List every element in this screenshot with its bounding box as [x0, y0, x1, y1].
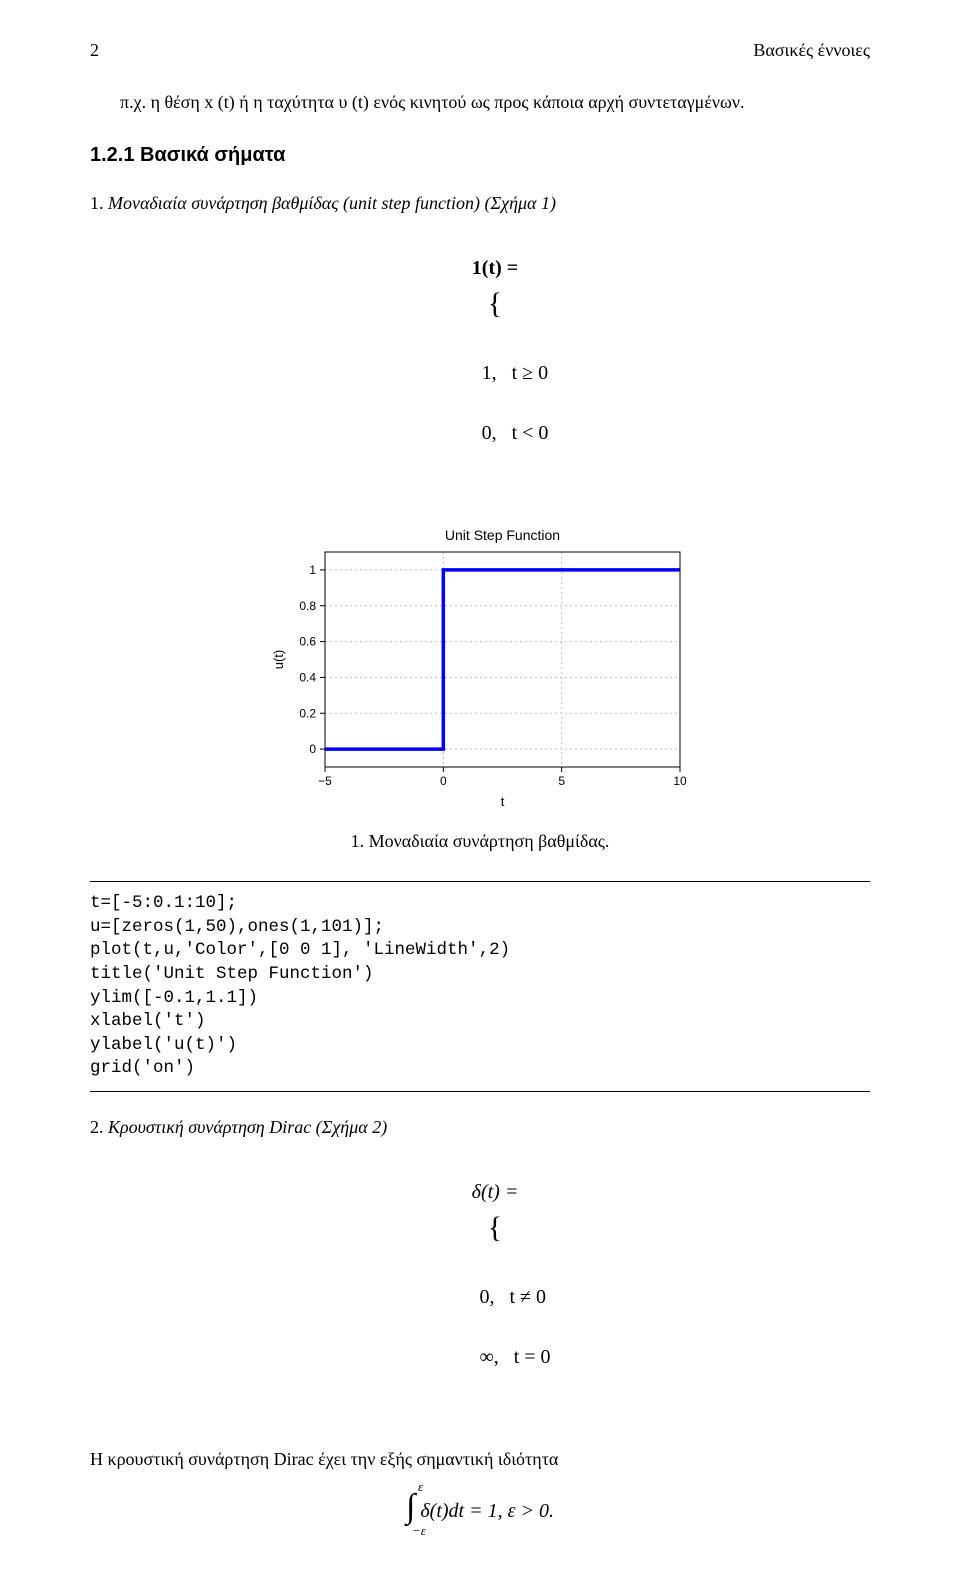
matlab-code: t=[-5:0.1:10]; u=[zeros(1,50),ones(1,101… [90, 892, 870, 1081]
svg-text:0: 0 [309, 742, 316, 756]
section-heading: 1.2.1 Βασικά σήματα [90, 140, 870, 170]
code-rule-top [90, 881, 870, 882]
paragraph-intro: π.χ. η θέση x (t) ή η ταχύτητα υ (t) ενό… [90, 89, 870, 116]
dirac-property-text: Η κρουστική συνάρτηση Dirac έχει την εξή… [90, 1446, 870, 1473]
page-number: 2 [90, 40, 99, 61]
item2-lead: 2. Κρουστική συνάρτηση Dirac (Σχήμα 2) [90, 1114, 870, 1141]
code-rule-bottom [90, 1091, 870, 1092]
figure1-caption: 1. Μοναδιαία συνάρτηση βαθμίδας. [90, 828, 870, 855]
svg-text:0.4: 0.4 [299, 670, 316, 684]
equation-step: 1(t) = { 1, t ≥ 0 0, t < 0 [90, 223, 870, 508]
equation-dirac: δ(t) = { 0, t ≠ 0 ∞, t = 0 [90, 1147, 870, 1432]
svg-text:−5: −5 [318, 774, 332, 788]
item1-lead: 1. Μοναδιαία συνάρτηση βαθμίδας (unit st… [90, 190, 870, 217]
svg-text:u(t): u(t) [271, 650, 286, 670]
svg-text:5: 5 [558, 774, 565, 788]
svg-text:0.6: 0.6 [299, 635, 316, 649]
svg-text:0: 0 [440, 774, 447, 788]
svg-text:1: 1 [309, 563, 316, 577]
svg-text:10: 10 [673, 774, 687, 788]
dirac-integral: ε ∫ −ε δ(t)dt = 1, ε > 0. [90, 1481, 870, 1532]
svg-text:0.2: 0.2 [299, 706, 316, 720]
running-title: Βασικές έννοιες [753, 40, 870, 61]
unit-step-chart: −5 0 5 10 0 0.2 0.4 0.6 0.8 1 Unit Step Function t u… [265, 522, 695, 812]
svg-text:Unit Step Function: Unit Step Function [445, 527, 560, 543]
svg-text:t: t [501, 794, 505, 809]
svg-text:0.8: 0.8 [299, 599, 316, 613]
